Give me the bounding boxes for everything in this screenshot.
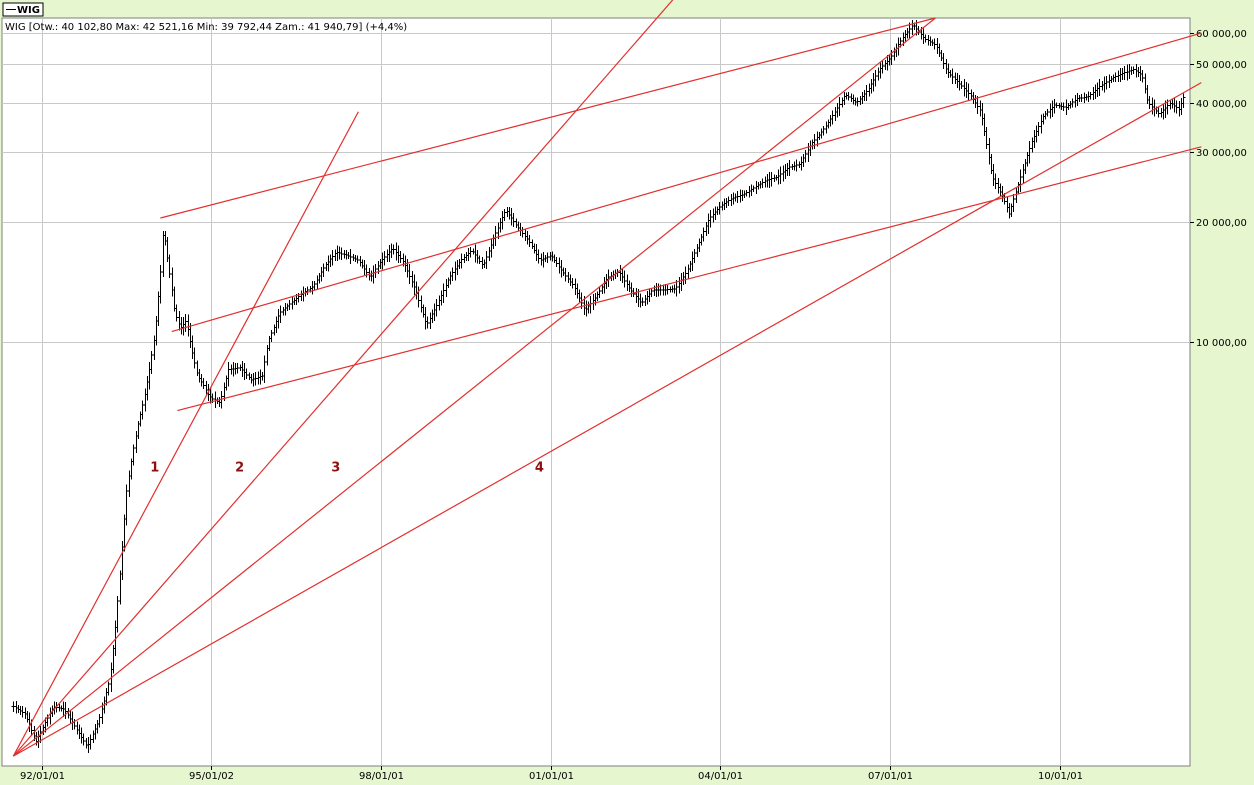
x-tick-label: 04/01/01 bbox=[698, 771, 743, 782]
y-tick-label: 40 000,00 bbox=[1196, 99, 1247, 110]
trendline bbox=[160, 17, 936, 219]
x-axis-ticks: 92/01/01 95/01/02 98/01/01 01/01/01 04/01/01… bbox=[20, 766, 1083, 782]
y-tick-label: 50 000,00 bbox=[1196, 60, 1247, 71]
x-tick-label: 92/01/01 bbox=[20, 771, 65, 782]
trendline bbox=[12, 111, 359, 757]
x-tick-label: 10/01/01 bbox=[1038, 771, 1083, 782]
price-bars bbox=[11, 19, 1186, 753]
trendline-label: 1 bbox=[150, 461, 159, 476]
legend[interactable]: WIG bbox=[2, 2, 44, 17]
trendlines bbox=[12, 0, 1202, 757]
x-tick-label: 95/01/02 bbox=[189, 771, 234, 782]
y-tick-label: 30 000,00 bbox=[1196, 148, 1247, 159]
ohlc-info-line: WIG [Otw.: 40 102,80 Max: 42 521,16 Min:… bbox=[5, 22, 407, 33]
trendline bbox=[12, 17, 936, 757]
trendline-label: 3 bbox=[331, 461, 340, 476]
grid-lines bbox=[2, 18, 1190, 766]
trendline-labels: 1 2 3 4 bbox=[150, 461, 544, 476]
y-tick-label: 10 000,00 bbox=[1196, 338, 1247, 349]
legend-label: WIG bbox=[17, 5, 40, 16]
trendline-label: 2 bbox=[235, 461, 244, 476]
y-tick-label: 20 000,00 bbox=[1196, 218, 1247, 229]
x-tick-label: 07/01/01 bbox=[868, 771, 913, 782]
y-tick-label: 60 000,00 bbox=[1196, 29, 1247, 40]
plot-area bbox=[1, 17, 1191, 767]
x-tick-label: 98/01/01 bbox=[359, 771, 404, 782]
trendline bbox=[171, 32, 1202, 333]
y-axis-ticks: 10 000,00 20 000,00 30 000,00 40 000,00 50 0… bbox=[1190, 29, 1247, 349]
trendline-label: 4 bbox=[535, 461, 544, 476]
x-tick-label: 01/01/01 bbox=[529, 771, 574, 782]
trendline bbox=[12, 0, 674, 757]
trendline bbox=[177, 146, 1202, 412]
trendline bbox=[13, 82, 1202, 757]
